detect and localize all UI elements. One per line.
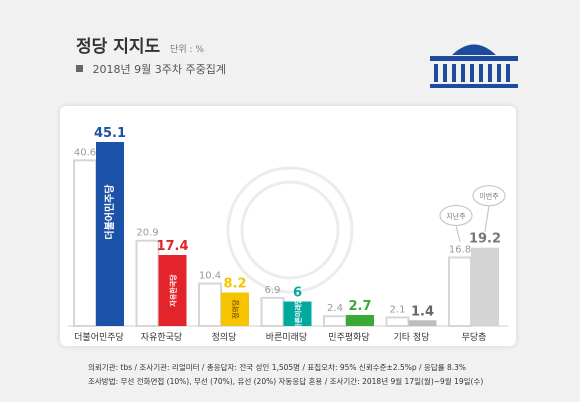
bar-prev-3	[260, 296, 285, 327]
bar-prev-5	[385, 316, 410, 327]
category-label-2: 정의당	[212, 332, 237, 343]
value-label-prev-6: 16.8	[449, 244, 471, 255]
bar-cur-3	[283, 301, 312, 326]
national-assembly-icon	[430, 41, 518, 88]
value-label-cur-0: 45.1	[94, 126, 126, 141]
bar-prev-2	[198, 282, 222, 328]
bar-cur-2	[221, 292, 249, 326]
bar-party-label-0: 더불어민주당	[103, 184, 116, 240]
value-label-cur-3: 6	[293, 286, 302, 301]
watermark-seal	[226, 166, 354, 294]
category-label-5: 기타 정당	[394, 332, 430, 343]
bar-prev-4	[323, 315, 347, 328]
category-label-1: 자유한국당	[141, 332, 182, 343]
category-label-4: 민주평화당	[328, 332, 369, 343]
value-label-prev-2: 10.4	[199, 271, 221, 282]
value-label-cur-2: 8.2	[223, 277, 246, 292]
bar-prev-1	[135, 239, 160, 327]
bullet-square-icon	[76, 65, 83, 72]
category-label-6: 무당층	[462, 332, 487, 343]
value-label-prev-4: 2.4	[327, 303, 343, 314]
subtitle-text: 2018년 9월 3주차 주중집계	[92, 63, 226, 76]
footer-line-1: 의뢰기관: tbs / 조사기관: 리얼미터 / 총응답자: 전국 성인 1,5…	[88, 363, 467, 372]
bubble-label-1: 이번주	[479, 192, 499, 201]
value-label-prev-0: 40.6	[74, 147, 96, 158]
bubble-label-0: 지난주	[446, 211, 466, 220]
bar-party-label-1: 자유한국당	[169, 274, 178, 307]
value-label-prev-1: 20.9	[136, 228, 158, 239]
value-label-cur-1: 17.4	[156, 239, 188, 254]
unit-label: 단위 : %	[170, 45, 204, 55]
subtitle: 2018년 9월 3주차 주중집계	[76, 61, 226, 77]
value-label-cur-4: 2.7	[348, 299, 371, 314]
category-label-0: 더불어민주당	[74, 332, 124, 343]
value-label-prev-3: 6.9	[265, 285, 281, 296]
bar-cur-4	[346, 314, 374, 326]
bar-cur-1	[158, 255, 187, 326]
value-label-cur-6: 19.2	[469, 232, 501, 247]
bar-party-label-3: 바른미래당	[294, 297, 303, 330]
bar-cur-6	[471, 247, 499, 326]
bar-prev-0	[73, 159, 97, 327]
page-title: 정당 지지도 단위 : %	[76, 32, 204, 57]
bar-party-label-2: 정의당	[231, 299, 240, 319]
bar-prev-6	[448, 256, 472, 328]
value-label-prev-5: 2.1	[390, 304, 406, 315]
bar-cur-5	[408, 320, 437, 326]
footer-line-2: 조사방법: 무선 전화면접 (10%), 무선 (70%), 유선 (20%) …	[88, 377, 484, 386]
category-label-3: 바른미래당	[266, 332, 307, 343]
value-label-cur-5: 1.4	[411, 304, 434, 319]
bar-cur-0	[96, 142, 124, 326]
title-text: 정당 지지도	[76, 37, 161, 57]
bubble-pointer-1	[484, 205, 490, 232]
bubble-pointer-0	[455, 225, 461, 242]
